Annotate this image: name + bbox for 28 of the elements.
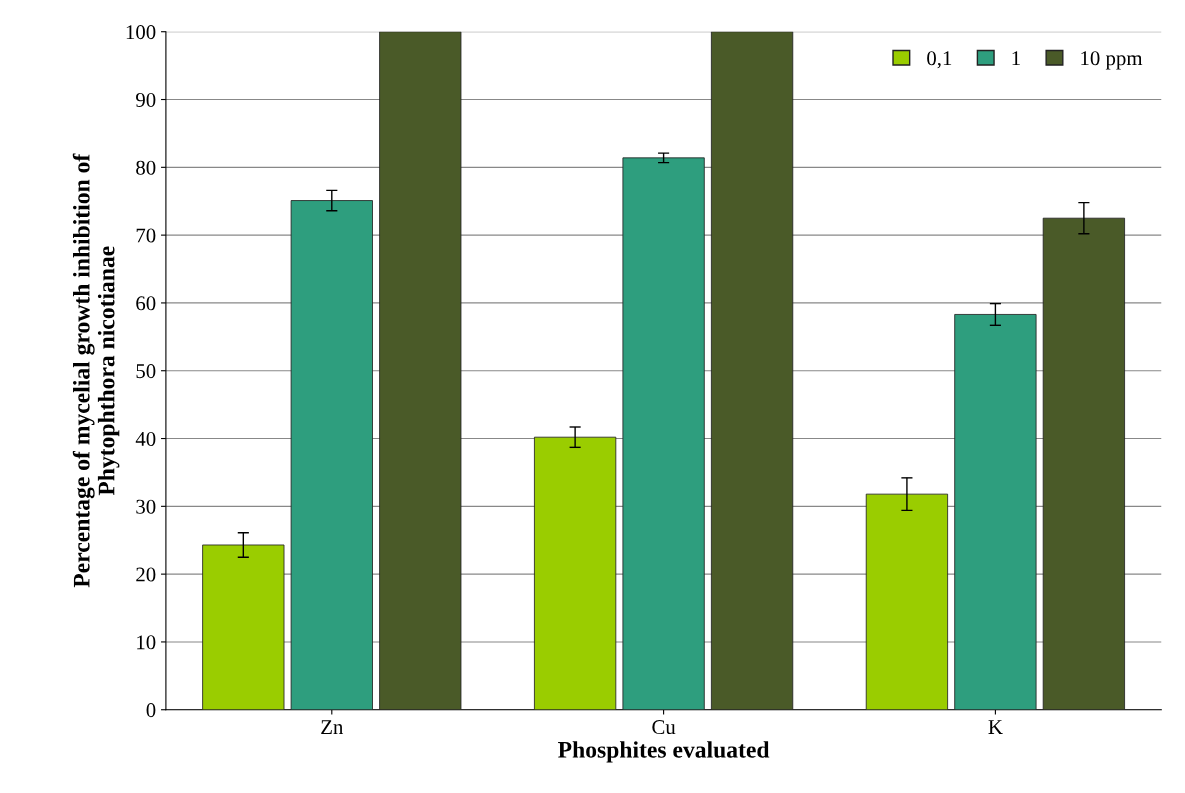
x-tick-label: Cu xyxy=(652,720,676,735)
y-tick-label: 40 xyxy=(135,431,156,446)
legend-label: 10 ppm xyxy=(1081,51,1143,70)
legend-label: 1 xyxy=(1012,51,1020,66)
y-tick-label: 50 xyxy=(136,364,156,379)
y-tick-label: 20 xyxy=(136,567,156,582)
y-tick-label: 10 xyxy=(137,635,156,650)
bar xyxy=(954,314,1037,710)
bar xyxy=(622,157,705,710)
y-tick-label: 90 xyxy=(136,92,156,107)
bar xyxy=(202,544,285,710)
y-axis-title: Percentage of mycelial growth inhibition of Phytophthora nicotianae xyxy=(72,153,120,588)
x-tick-label: K xyxy=(988,720,1003,734)
bar xyxy=(1042,217,1125,710)
x-axis-title: Phosphites evaluated xyxy=(558,741,770,763)
bar xyxy=(534,436,617,710)
bar xyxy=(865,493,949,710)
x-tick-label: Zn xyxy=(321,720,344,734)
y-tick-label: 70 xyxy=(136,228,156,243)
y-tick-label: 100 xyxy=(126,25,156,40)
y-tick-label: 0 xyxy=(146,703,156,718)
bar xyxy=(710,31,794,710)
legend-label: 0,1 xyxy=(927,51,952,69)
y-tick-label: 30 xyxy=(136,499,156,514)
bar xyxy=(379,31,462,710)
y-tick-label: 80 xyxy=(136,160,156,175)
y-tick-label: 60 xyxy=(136,296,156,311)
bar xyxy=(290,200,373,710)
